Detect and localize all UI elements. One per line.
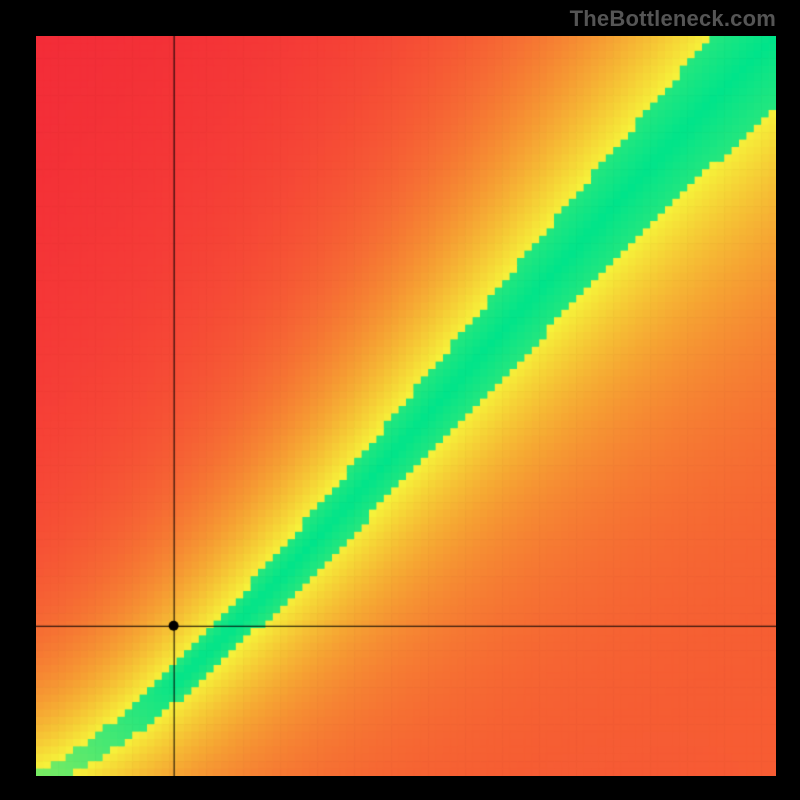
bottleneck-heatmap	[36, 36, 776, 776]
chart-container: TheBottleneck.com	[0, 0, 800, 800]
watermark-text: TheBottleneck.com	[570, 6, 776, 32]
